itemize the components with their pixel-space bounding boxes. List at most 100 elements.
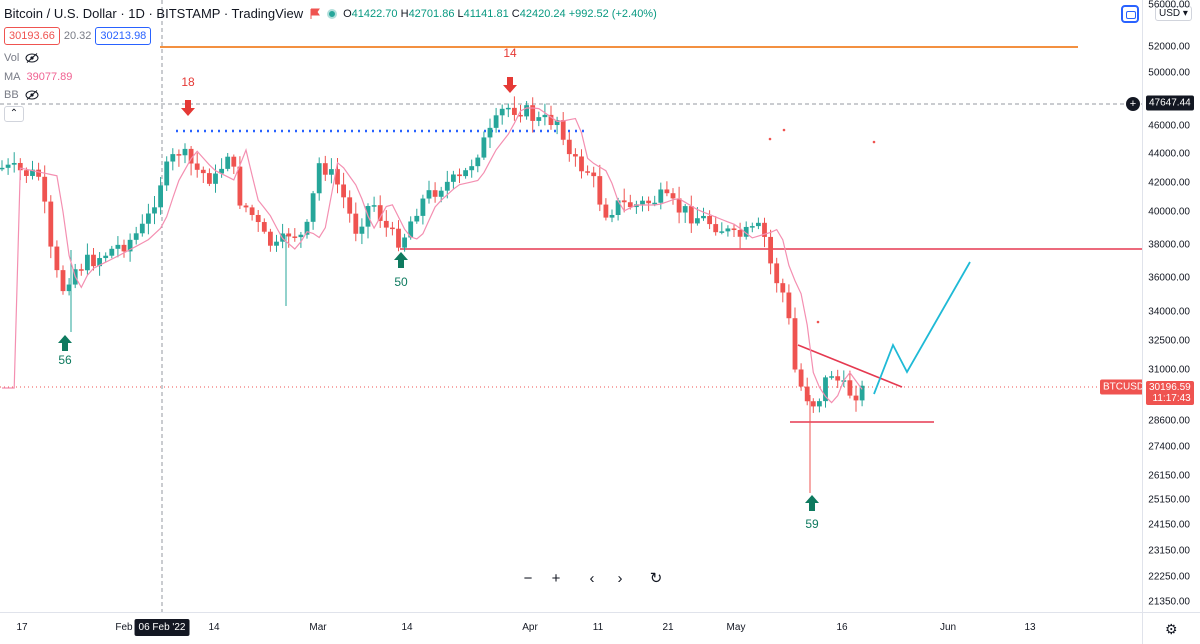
candle-body xyxy=(475,157,481,167)
indicator-ma[interactable]: MA 39077.89 xyxy=(4,71,72,83)
candle-body xyxy=(139,223,145,234)
time-axis-label: Feb xyxy=(115,622,133,633)
sell-button[interactable]: 30193.66 xyxy=(4,27,60,45)
price-axis-label: 27400.00 xyxy=(1148,441,1190,453)
candle xyxy=(444,170,450,199)
candle xyxy=(475,154,481,173)
market-status-icon[interactable] xyxy=(327,8,338,19)
candle xyxy=(499,104,505,125)
price-axis-label: 46000.00 xyxy=(1148,120,1190,132)
candle-body xyxy=(609,214,615,218)
candle xyxy=(591,166,597,188)
time-axis-label: Mar xyxy=(309,622,327,633)
scroll-forward-button[interactable]: › xyxy=(609,568,631,590)
screen-icon[interactable] xyxy=(1121,5,1139,23)
candle xyxy=(823,375,828,408)
candle-body xyxy=(225,156,231,169)
candle xyxy=(859,380,865,407)
candle-body xyxy=(255,214,261,223)
candle-body xyxy=(213,173,218,184)
candle xyxy=(676,186,682,224)
scroll-back-button[interactable]: ‹ xyxy=(581,568,603,590)
flag-icon[interactable] xyxy=(309,8,321,20)
candle xyxy=(243,203,249,213)
price-axis-label: 21350.00 xyxy=(1148,596,1190,608)
candle-body xyxy=(743,226,749,237)
candle-body xyxy=(261,222,267,232)
candle xyxy=(530,97,536,133)
candle-body xyxy=(646,200,651,204)
candle xyxy=(658,182,664,210)
candle xyxy=(48,195,54,259)
reset-chart-button[interactable]: ↻ xyxy=(645,568,667,590)
candle xyxy=(798,363,804,391)
candle-body xyxy=(469,166,475,171)
spread-value: 20.32 xyxy=(63,30,92,42)
candle-body xyxy=(335,169,340,185)
candle xyxy=(78,263,84,276)
candle-body xyxy=(573,154,578,157)
candle xyxy=(774,257,780,293)
zoom-in-button[interactable]: + xyxy=(545,568,567,590)
candle xyxy=(304,219,310,239)
eye-crossed-icon[interactable] xyxy=(25,90,39,100)
candle-body xyxy=(286,233,292,237)
currency-select[interactable]: USD ▾ xyxy=(1155,6,1192,21)
candle-body xyxy=(347,197,353,214)
candle xyxy=(701,207,706,221)
time-axis-label: Apr xyxy=(522,622,538,633)
candle-body xyxy=(11,162,17,165)
candle-body xyxy=(749,226,755,228)
candle-body xyxy=(817,401,822,407)
count-marker-down: 18 xyxy=(181,75,195,116)
chart-area[interactable]: 56 18 50 14 59 Bitcoin / U.S. Dollar · 1D · … xyxy=(0,0,1142,612)
arrow-up-icon xyxy=(805,495,819,511)
candle xyxy=(719,222,725,235)
candle-body xyxy=(554,120,560,126)
candle xyxy=(390,221,395,236)
indicator-bb[interactable]: BB xyxy=(4,89,39,101)
eye-crossed-icon[interactable] xyxy=(25,53,39,63)
candle xyxy=(298,231,304,248)
price-axis-label: 34000.00 xyxy=(1148,306,1190,318)
trade-box: 30193.66 20.32 30213.98 xyxy=(4,27,152,45)
candle xyxy=(127,233,133,262)
symbol-tag: BTCUSD xyxy=(1100,379,1142,395)
indicator-vol[interactable]: Vol xyxy=(4,52,39,64)
candle-body xyxy=(48,201,54,247)
gear-icon[interactable]: ⚙ xyxy=(1165,621,1178,637)
candle-body xyxy=(231,156,237,167)
candle xyxy=(554,116,560,135)
candle xyxy=(756,217,761,230)
candle-body xyxy=(182,148,188,156)
candle xyxy=(152,196,157,225)
candle-body xyxy=(634,204,639,208)
candle-body xyxy=(859,385,865,401)
collapse-legend-button[interactable]: ⌃ xyxy=(4,106,24,122)
candle xyxy=(749,222,755,233)
candle-body xyxy=(518,114,523,117)
candle-body xyxy=(298,234,304,238)
candle xyxy=(85,243,90,275)
price-axis[interactable]: USD ▾ 56000.0052000.0050000.0048000.0046… xyxy=(1142,0,1200,612)
price-axis-label: 38000.00 xyxy=(1148,239,1190,251)
candle xyxy=(255,210,261,232)
count-marker-down: 14 xyxy=(503,46,517,93)
price-chart[interactable]: 56 18 50 14 59 xyxy=(0,0,1142,612)
buy-button[interactable]: 30213.98 xyxy=(95,27,152,45)
zoom-out-button[interactable]: − xyxy=(517,568,539,590)
candle-body xyxy=(664,189,670,194)
candle-body xyxy=(152,207,157,214)
candle-body xyxy=(207,173,212,184)
candle-body xyxy=(444,181,450,191)
candle-body xyxy=(853,395,859,401)
arrow-down-icon xyxy=(181,100,195,116)
price-axis-label: 56000.00 xyxy=(1148,0,1190,11)
add-alert-plus-icon[interactable]: + xyxy=(1126,97,1140,111)
candle xyxy=(396,220,401,252)
candle xyxy=(835,369,841,389)
candle xyxy=(810,398,816,413)
symbol-title[interactable]: Bitcoin / U.S. Dollar · 1D · BITSTAMP · … xyxy=(4,6,304,21)
candle xyxy=(670,188,676,205)
time-axis[interactable]: 17 Feb 14 Mar 14 Apr 11 21 May 16 Jun 13 06 Feb '22 xyxy=(0,612,1142,644)
